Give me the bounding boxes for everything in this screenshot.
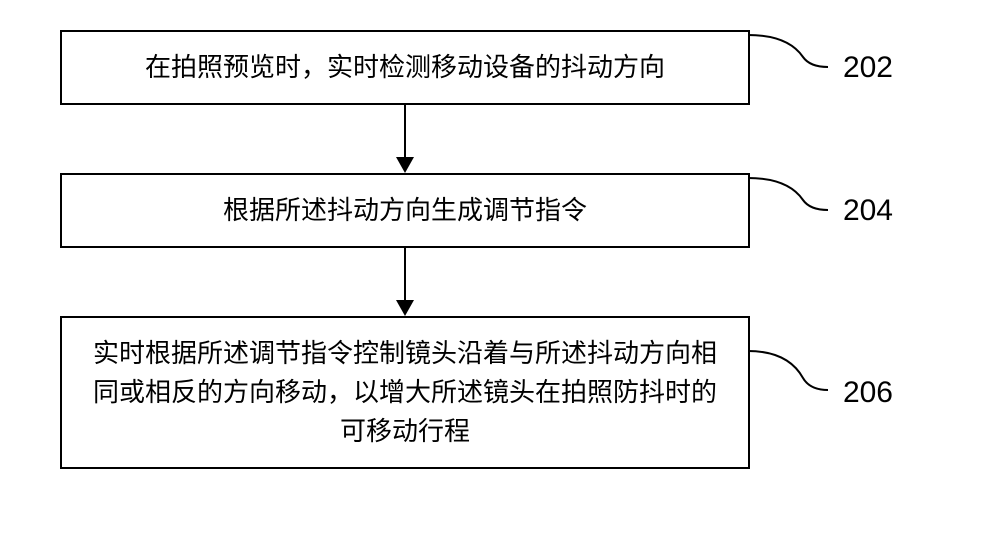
arrow-head-icon bbox=[396, 300, 414, 316]
flow-node-1: 在拍照预览时，实时检测移动设备的抖动方向 202 bbox=[60, 30, 750, 105]
flow-node-1-text: 在拍照预览时，实时检测移动设备的抖动方向 bbox=[145, 48, 665, 87]
flow-node-2-text: 根据所述抖动方向生成调节指令 bbox=[223, 191, 587, 230]
flow-node-3-text: 实时根据所述调节指令控制镜头沿着与所述抖动方向相同或相反的方向移动，以增大所述镜… bbox=[82, 334, 728, 451]
flow-node-3: 实时根据所述调节指令控制镜头沿着与所述抖动方向相同或相反的方向移动，以增大所述镜… bbox=[60, 316, 750, 469]
flow-label-3: 206 bbox=[843, 376, 893, 410]
flowchart-container: 在拍照预览时，实时检测移动设备的抖动方向 202 根据所述抖动方向生成调节指令 … bbox=[60, 30, 940, 469]
connector-2-3 bbox=[60, 248, 750, 316]
flow-node-2: 根据所述抖动方向生成调节指令 204 bbox=[60, 173, 750, 248]
connector-1-2 bbox=[60, 105, 750, 173]
flow-label-1: 202 bbox=[843, 51, 893, 85]
arrow-line bbox=[404, 248, 406, 300]
arrow-head-icon bbox=[396, 157, 414, 173]
leader-line-2 bbox=[748, 175, 828, 220]
flow-label-2: 204 bbox=[843, 194, 893, 228]
leader-line-3 bbox=[748, 348, 828, 408]
arrow-line bbox=[404, 105, 406, 157]
leader-line-1 bbox=[748, 32, 828, 77]
